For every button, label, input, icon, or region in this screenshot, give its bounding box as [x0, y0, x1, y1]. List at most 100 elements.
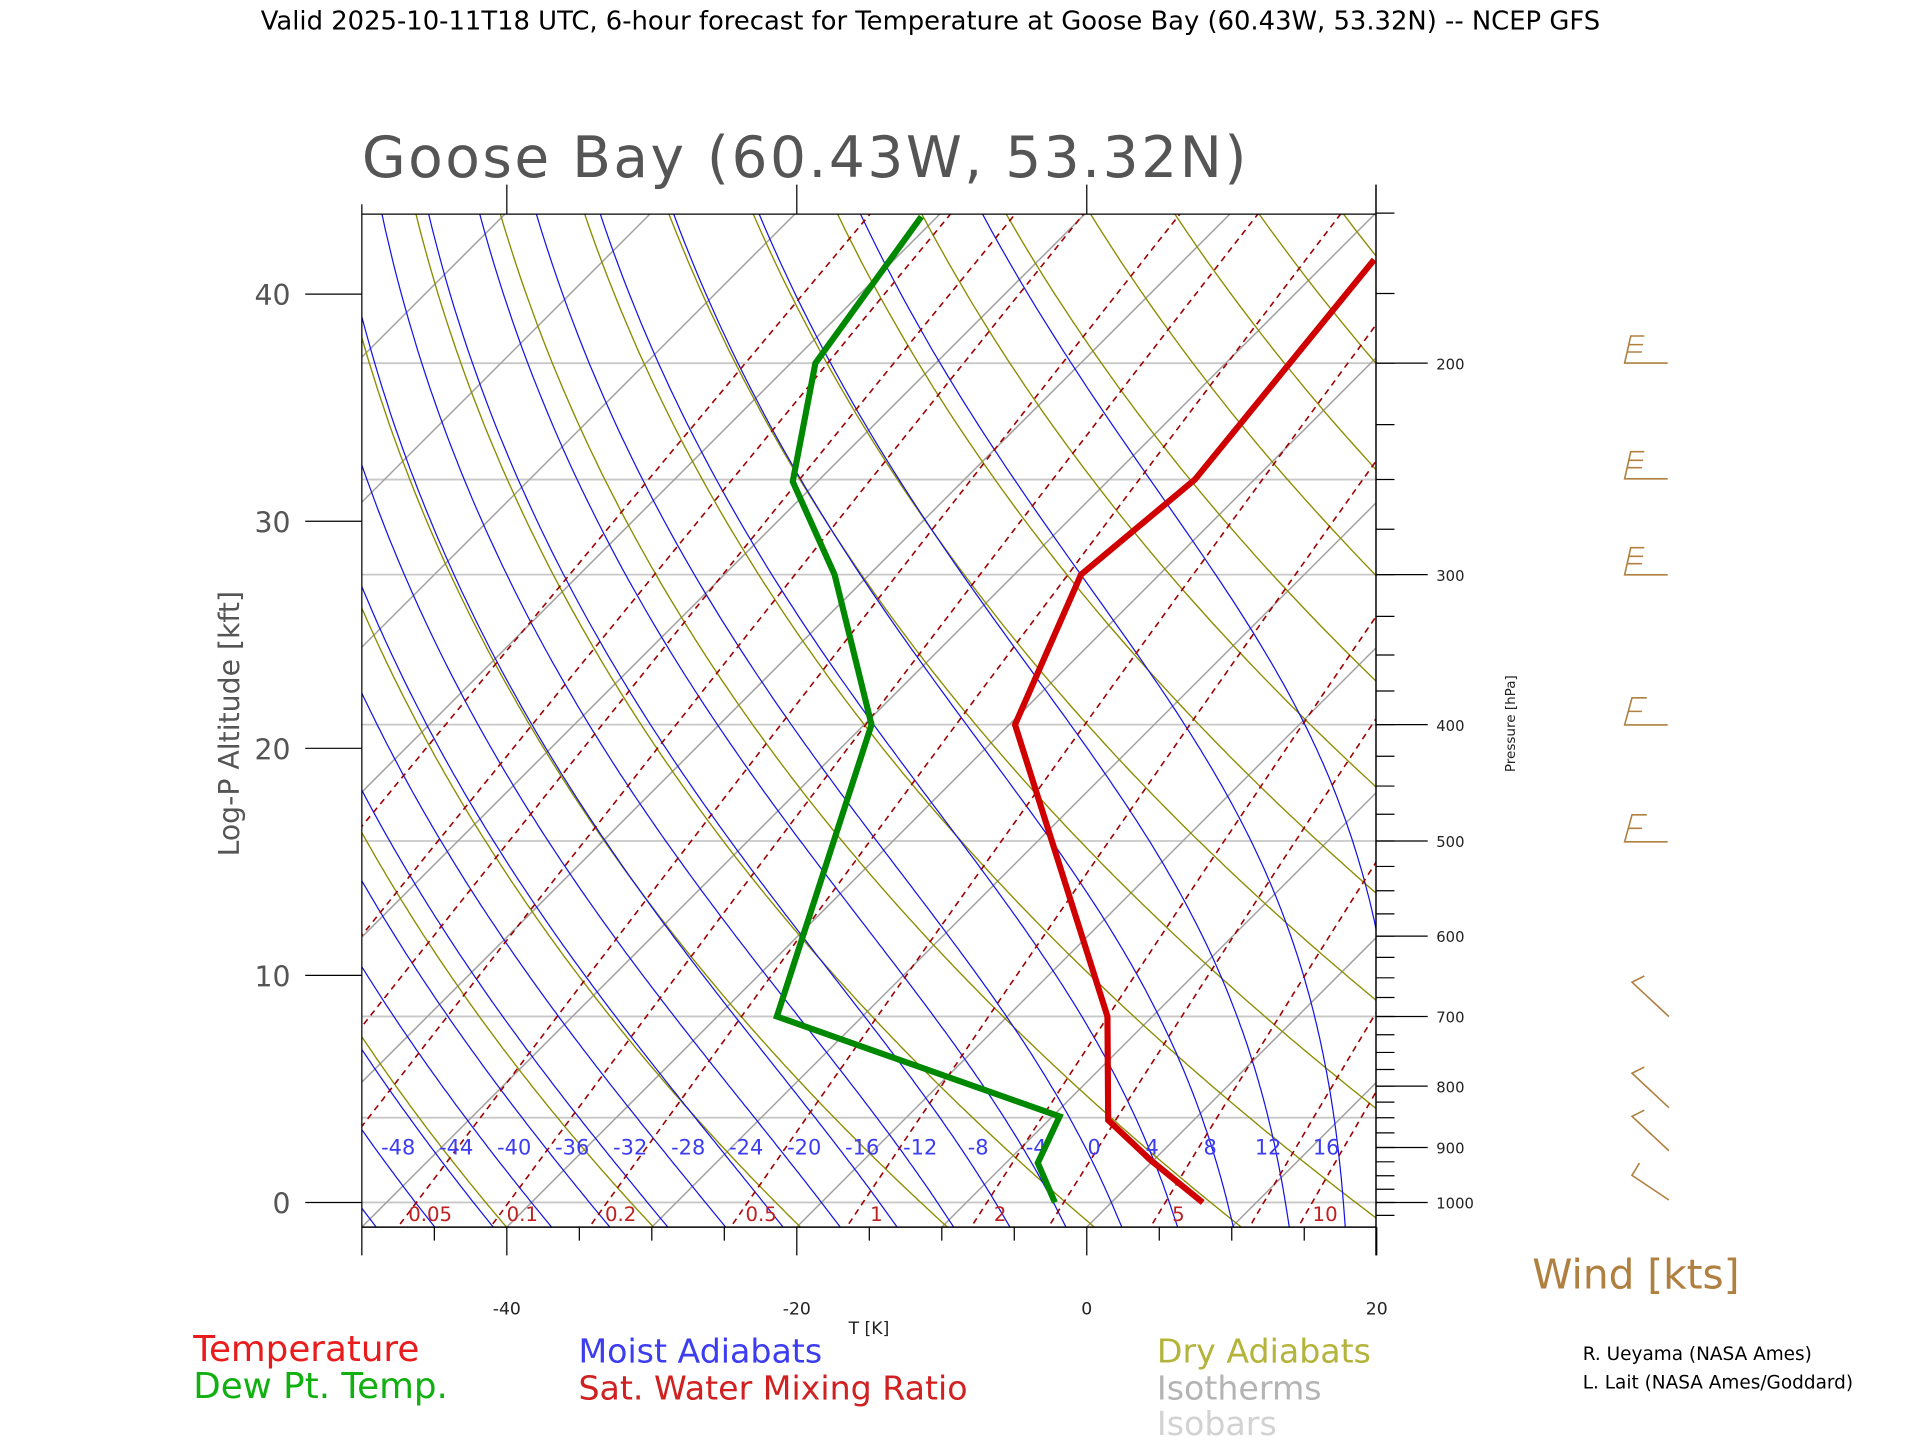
altitude-tick-label: 0 [272, 1188, 290, 1221]
isotherm-line [0, 177, 107, 1233]
legend-dewpoint: Dew Pt. Temp. [193, 1366, 448, 1407]
moist-adiabat-label: -12 [903, 1135, 937, 1159]
dry-adiabat-line [1729, 177, 1920, 1233]
mixing-ratio-line [361, 214, 1085, 1128]
isotherm-line [940, 791, 1376, 1228]
dry-adiabat-line [921, 214, 1376, 788]
x-axis-label: T [K] [848, 1319, 890, 1339]
dry-adiabat-line [583, 214, 1376, 1219]
pressure-tick-label: 1000 [1436, 1196, 1474, 1213]
altitude-tick-label: 20 [254, 733, 290, 766]
dry-adiabat-line [1174, 214, 1376, 471]
mixing-ratio-line [1454, 213, 1920, 1233]
moist-adiabat-label: -28 [671, 1135, 705, 1159]
profiles [773, 214, 1376, 1205]
temperature-tick-label: -40 [493, 1299, 521, 1319]
moist-adiabat-label: -40 [497, 1135, 531, 1159]
isotherm-line [1085, 936, 1376, 1228]
background-lines: -48 -44 -40 -36 -32 -28 -24 -20 -16 -12 -8 -4 0 4 8 12 1… [0, 177, 1920, 1233]
pressure-tick-label: 300 [1436, 568, 1464, 585]
moist-adiabat-line [535, 214, 1123, 1228]
moist-adiabat-line [361, 584, 784, 1228]
dry-adiabat-line [0, 177, 364, 1233]
dry-adiabat-line [752, 214, 1376, 1002]
mixing-ratio-line [588, 214, 1342, 1228]
isotherm-line [361, 214, 1376, 1228]
mixing-ratio-line [361, 214, 871, 828]
credit-ueyama: R. Ueyama (NASA Ames) [1583, 1344, 1812, 1365]
wind-barb-icon [1623, 335, 1668, 364]
dry-adiabat-line [1895, 177, 1920, 1233]
moist-adiabat-label: -36 [555, 1135, 589, 1159]
mixing-ratio-line [396, 214, 1181, 1228]
mixing-ratio-label: 0.05 [408, 1203, 452, 1226]
moist-adiabat-label: 12 [1255, 1135, 1282, 1159]
wind-barb-icon [1623, 813, 1668, 843]
moist-adiabat-line [361, 691, 727, 1228]
moist-adiabat-line [361, 965, 553, 1228]
dry-adiabat-line [0, 177, 217, 1233]
moist-adiabat-line [673, 214, 1235, 1228]
moist-adiabat-line [599, 214, 1179, 1228]
dry-adiabat-line [1481, 177, 1920, 1233]
figure-header-title: Valid 2025-10-11T18 UTC, 6-hour forecast… [261, 7, 1600, 37]
wind-barb-icon [1623, 450, 1668, 480]
moist-adiabat-line [361, 314, 898, 1228]
temperature-profile-line [1011, 257, 1376, 1205]
isotherm-line [1661, 177, 1920, 1233]
dry-adiabat-line [415, 214, 1096, 1228]
moist-adiabat-label: -24 [729, 1135, 763, 1159]
dewpoint-profile-line [773, 214, 1064, 1204]
isotherm-line [1516, 177, 1920, 1233]
legend-dry-adiabats: Dry Adiabats [1157, 1331, 1371, 1370]
moist-adiabat-label: 0 [1087, 1135, 1100, 1159]
temperature-tick-label: -20 [783, 1299, 811, 1319]
moist-adiabat-line [361, 463, 842, 1228]
moist-adiabat-line [361, 788, 669, 1228]
moist-adiabat-line [361, 1048, 494, 1228]
legend-isotherms: Isotherms [1157, 1368, 1322, 1407]
moist-adiabat-line [361, 879, 611, 1228]
dry-adiabat-line [1089, 214, 1376, 577]
mixing-ratio-line [1047, 717, 1376, 1228]
wind-barb-icon [1630, 975, 1670, 1018]
dry-adiabat-line [1258, 214, 1376, 365]
wind-barbs [1623, 335, 1670, 1201]
dry-adiabat-line [1342, 214, 1376, 258]
dry-adiabat-line [1647, 177, 1920, 1233]
moist-adiabat-label: -32 [613, 1135, 647, 1159]
dry-adiabat-line [361, 606, 802, 1228]
pressure-tick-label: 600 [1436, 929, 1464, 946]
wind-barb-icon [1630, 1109, 1670, 1152]
mixing-ratio-line [729, 323, 1376, 1228]
moist-adiabat-line [479, 214, 1067, 1228]
dry-adiabat-line [1812, 177, 1920, 1233]
mixing-ratio-line [1297, 1090, 1376, 1228]
pressure-tick-label: 900 [1436, 1141, 1464, 1158]
moist-adiabat-label: -44 [439, 1135, 473, 1159]
moist-adiabat-line [981, 214, 1376, 932]
wind-barb-icon [1630, 1066, 1670, 1109]
mixing-ratio-line [361, 214, 952, 937]
pressure-tick-label: 800 [1436, 1079, 1464, 1096]
credit-lait: L. Lait (NASA Ames/Goddard) [1583, 1372, 1853, 1393]
isotherm-line [505, 356, 1376, 1228]
temperature-tick-label: 0 [1081, 1299, 1092, 1319]
wind-barb-icon [1630, 1162, 1670, 1201]
mixing-ratio-label: 5 [1172, 1203, 1185, 1226]
dry-adiabat-line [1564, 177, 1920, 1233]
isotherm-line [0, 177, 397, 1233]
legend-mixing-ratio: Sat. Water Mixing Ratio [578, 1368, 967, 1407]
moist-adiabat-label: -48 [381, 1135, 415, 1159]
mixing-ratio-line [1149, 860, 1376, 1228]
isotherm-line [361, 214, 796, 649]
pressure-tick-label: 200 [1436, 356, 1464, 373]
moist-adiabat-label: 8 [1203, 1135, 1216, 1159]
legend-moist-adiabats: Moist Adiabats [578, 1331, 822, 1370]
mixing-ratio-label: 1 [870, 1203, 883, 1226]
mixing-ratio-label: 0.1 [507, 1203, 538, 1226]
dry-adiabat-line [361, 831, 655, 1228]
isotherm-line [1375, 1226, 1376, 1228]
